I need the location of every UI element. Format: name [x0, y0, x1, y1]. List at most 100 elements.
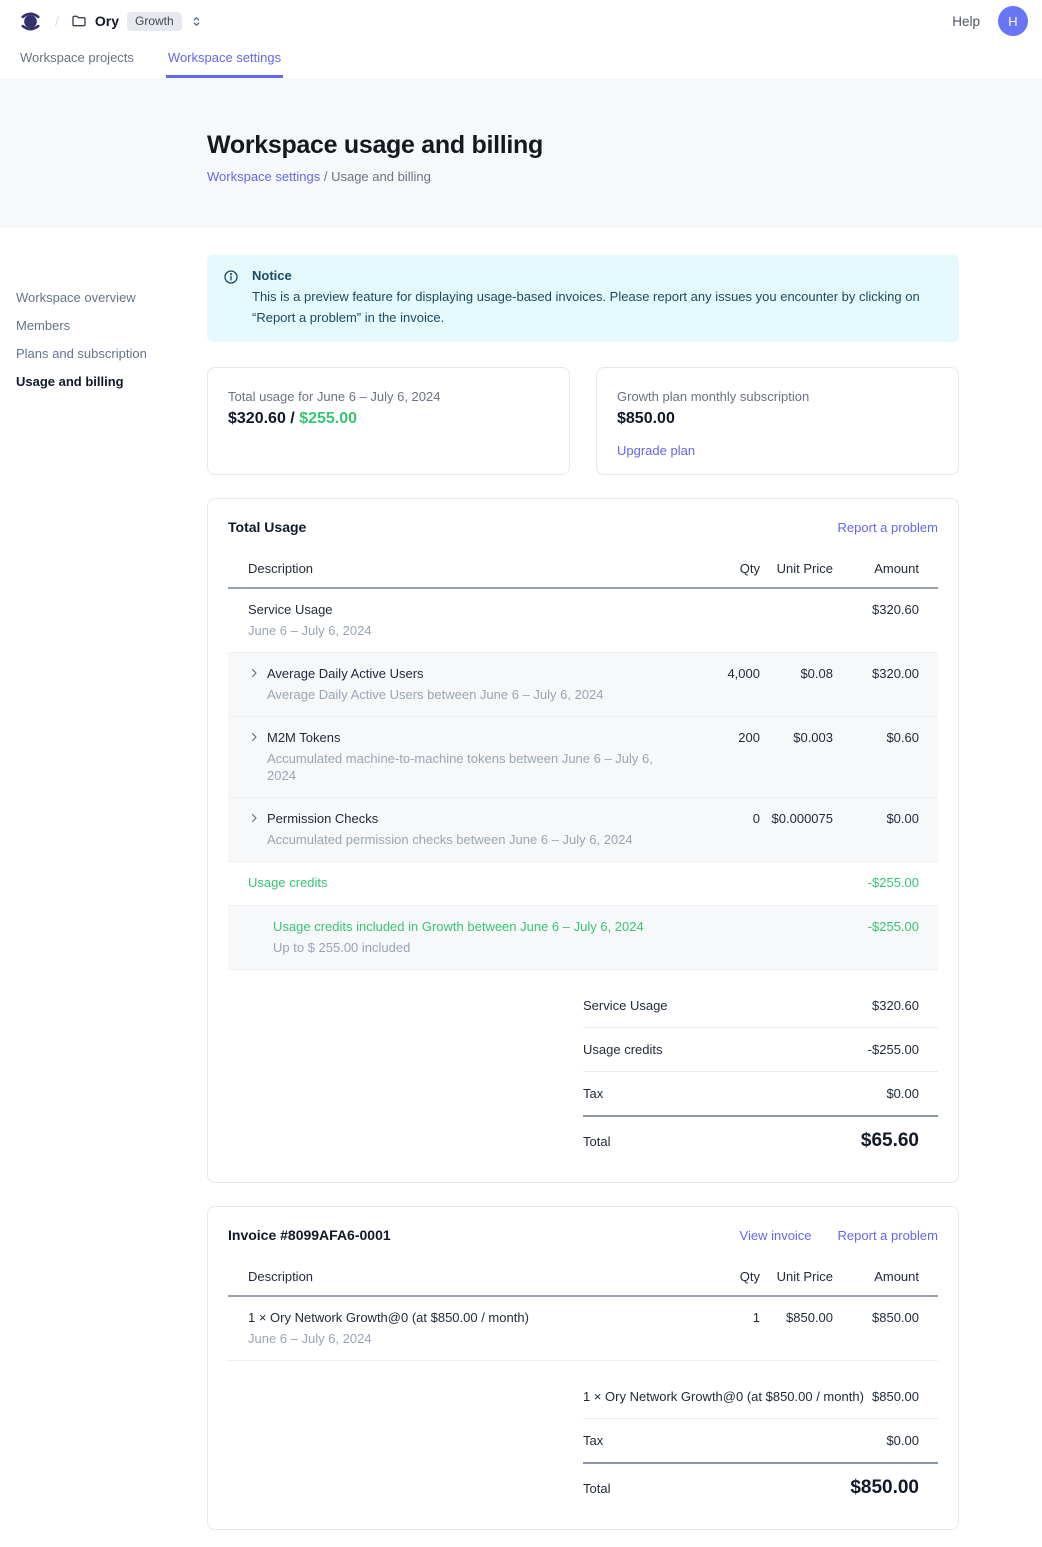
column-header-amount: Amount: [833, 551, 938, 588]
row-subtitle: Accumulated machine-to-machine tokens be…: [267, 750, 670, 784]
summary-row: 1 × Ory Network Growth@0 (at $850.00 / m…: [583, 1375, 938, 1418]
upgrade-plan-link[interactable]: Upgrade plan: [617, 443, 695, 458]
workspace-name: Ory: [95, 13, 119, 29]
breadcrumb-link-workspace-settings[interactable]: Workspace settings: [207, 169, 320, 184]
invoice-card-links: Report a problem: [838, 520, 938, 535]
tab-workspace-settings[interactable]: Workspace settings: [166, 42, 283, 78]
table-row: 1 × Ory Network Growth@0 (at $850.00 / m…: [228, 1296, 938, 1361]
row-subtitle: Average Daily Active Users between June …: [267, 686, 604, 703]
row-subtitle: Up to $ 255.00 included: [273, 939, 644, 956]
amount-cell: $0.60: [833, 717, 938, 798]
row-title: Service Usage: [248, 601, 372, 619]
summary-row: Tax $0.00: [583, 1071, 938, 1115]
summary-label: 1 × Ory Network Growth@0 (at $850.00 / m…: [583, 1389, 864, 1404]
unit-price-cell: [760, 588, 833, 653]
chevron-right-icon[interactable]: [248, 667, 260, 679]
total-label: Total: [583, 1134, 610, 1149]
workspace-switcher[interactable]: Ory Growth: [71, 12, 203, 31]
qty-cell: 1: [670, 1296, 760, 1361]
invoice-summary: Service Usage $320.60 Usage credits-$255.0…: [583, 984, 938, 1156]
summary-label: Service Usage: [583, 998, 668, 1013]
row-text: Usage credits included in Growth between…: [273, 918, 644, 956]
settings-sidebar: Workspace overviewMembersPlans and subsc…: [16, 284, 191, 396]
ory-logo-icon[interactable]: [18, 9, 43, 34]
unit-price-cell: $0.000075: [760, 798, 833, 862]
summary-value: $320.60: [872, 998, 938, 1013]
summary-row: Usage credits-$255.00: [583, 1027, 938, 1071]
sidebar-item-plans-and-subscription[interactable]: Plans and subscription: [16, 340, 191, 368]
invoice-summary: 1 × Ory Network Growth@0 (at $850.00 / m…: [583, 1375, 938, 1503]
table-row[interactable]: M2M Tokens Accumulated machine-to-machine…: [228, 717, 938, 798]
row-title: Permission Checks: [267, 810, 633, 828]
help-link[interactable]: Help: [952, 14, 980, 29]
invoice-card-total-usage: Total UsageReport a problemDescriptionQt…: [207, 498, 959, 1183]
row-text: Average Daily Active Users Average Daily …: [267, 665, 604, 703]
qty-cell: [670, 588, 760, 653]
row-title: Average Daily Active Users: [267, 665, 604, 683]
column-header-unit-price: Unit Price: [760, 551, 833, 588]
folder-icon: [71, 13, 87, 29]
chevron-right-icon[interactable]: [248, 731, 260, 743]
table-row: Usage credits included in Growth between…: [228, 906, 938, 970]
summary-label: Usage credits: [583, 1042, 662, 1057]
sidebar-item-members[interactable]: Members: [16, 312, 191, 340]
qty-cell: 4,000: [670, 653, 760, 717]
description-cell: M2M Tokens Accumulated machine-to-machine…: [228, 717, 670, 798]
row-title: Usage credits included in Growth between…: [273, 918, 644, 936]
invoice-card-header: Invoice #8099AFA6-0001 View invoice Report…: [228, 1227, 938, 1243]
table-row[interactable]: Average Daily Active Users Average Daily …: [228, 653, 938, 717]
unit-price-cell: [760, 906, 833, 970]
summary-label: Tax: [583, 1086, 603, 1101]
amount-cell: $0.00: [833, 798, 938, 862]
subscription-amount: $850.00: [617, 410, 938, 428]
tab-workspace-projects[interactable]: Workspace projects: [18, 42, 136, 78]
invoice-card-title: Invoice #8099AFA6-0001: [228, 1227, 391, 1243]
amount-cell: $320.60: [833, 588, 938, 653]
report-a-problem-link[interactable]: Report a problem: [838, 520, 938, 535]
invoice-table: DescriptionQtyUnit PriceAmount1 × Ory Ne…: [228, 1259, 938, 1361]
column-header-amount: Amount: [833, 1259, 938, 1296]
unit-price-cell: [760, 862, 833, 906]
table-row: Usage credits-$255.00: [228, 862, 938, 906]
unit-price-cell: $850.00: [760, 1296, 833, 1361]
qty-cell: 0: [670, 798, 760, 862]
column-header-description: Description: [228, 551, 670, 588]
view-invoice-link[interactable]: View invoice: [740, 1228, 812, 1243]
breadcrumb-separator: /: [324, 169, 331, 184]
breadcrumb-current: Usage and billing: [331, 169, 431, 184]
invoice-card-title: Total Usage: [228, 519, 306, 535]
page-header: Workspace usage and billing Workspace se…: [0, 78, 1042, 228]
chevron-right-icon[interactable]: [248, 812, 260, 824]
description-cell: 1 × Ory Network Growth@0 (at $850.00 / m…: [228, 1296, 670, 1361]
invoices-container: Total UsageReport a problemDescriptionQt…: [207, 498, 959, 1530]
invoice-card-header: Total Usage Report a problem: [228, 519, 938, 535]
table-row: Service UsageJune 6 – July 6, 2024 $320.6…: [228, 588, 938, 653]
row-title: M2M Tokens: [267, 729, 670, 747]
row-text: Usage credits: [248, 874, 327, 892]
breadcrumb-separator: /: [55, 13, 59, 29]
summary-total-row: Total $65.60: [583, 1115, 938, 1156]
table-row[interactable]: Permission ChecksAccumulated permission …: [228, 798, 938, 862]
qty-cell: [670, 906, 760, 970]
description-cell: Service UsageJune 6 – July 6, 2024: [228, 588, 670, 653]
column-header-unit-price: Unit Price: [760, 1259, 833, 1296]
avatar[interactable]: H: [998, 6, 1028, 36]
info-icon: [223, 269, 239, 328]
invoice-card-links: View invoice Report a problem: [740, 1228, 938, 1243]
total-value: $65.60: [861, 1130, 938, 1152]
invoice-card-invoice-8099afa6-0001: Invoice #8099AFA6-0001 View invoice Report…: [207, 1206, 959, 1530]
selector-icon: [190, 15, 203, 28]
row-text: M2M Tokens Accumulated machine-to-machine…: [267, 729, 670, 784]
sidebar-item-usage-and-billing[interactable]: Usage and billing: [16, 368, 191, 396]
sidebar-item-workspace-overview[interactable]: Workspace overview: [16, 284, 191, 312]
qty-cell: 200: [670, 717, 760, 798]
total-label: Total: [583, 1481, 610, 1496]
summary-value: $0.00: [886, 1086, 938, 1101]
notice-title: Notice: [252, 268, 935, 283]
row-subtitle: June 6 – July 6, 2024: [248, 1330, 529, 1347]
report-a-problem-link[interactable]: Report a problem: [838, 1228, 938, 1243]
notice-banner: Notice This is a preview feature for dis…: [207, 255, 959, 342]
summary-label: Tax: [583, 1433, 603, 1448]
breadcrumb: Workspace settings / Usage and billing: [207, 169, 1042, 184]
summary-total-row: Total$850.00: [583, 1462, 938, 1503]
